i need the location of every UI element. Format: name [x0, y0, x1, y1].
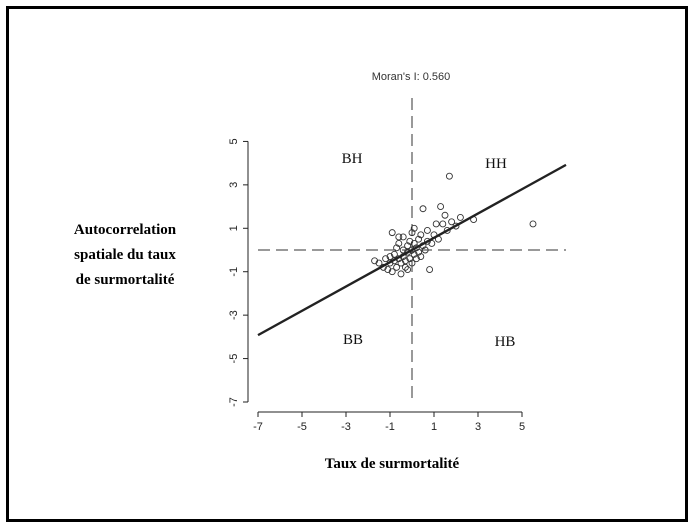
y-tick-label: -3	[228, 310, 240, 320]
data-point	[388, 229, 396, 237]
data-point	[399, 233, 407, 241]
axes: -7 -5 -3 -1 1 3 5 -7 -5 -3 -1 1 3 5	[228, 138, 525, 433]
data-point	[406, 237, 414, 245]
data-point	[423, 237, 431, 245]
data-point	[375, 259, 383, 267]
data-point	[529, 220, 537, 228]
quadrant-bh: BH	[342, 151, 363, 167]
data-point	[393, 263, 401, 271]
data-point	[406, 255, 414, 263]
data-point	[386, 253, 394, 260]
y-tick-label: -7	[228, 397, 240, 407]
x-tick-label: -7	[253, 421, 263, 433]
x-tick-label: -3	[341, 421, 351, 433]
data-points	[371, 172, 537, 278]
x-tick-label: 3	[475, 421, 481, 433]
x-tick-label: 1	[431, 421, 437, 433]
data-point	[395, 240, 403, 247]
data-point	[371, 257, 379, 265]
quadrant-hh: HH	[485, 156, 507, 172]
data-point	[439, 220, 447, 228]
x-tick-label: 5	[519, 421, 525, 433]
data-point	[404, 242, 412, 250]
data-point	[395, 233, 403, 241]
data-point	[445, 172, 453, 180]
data-point	[382, 255, 390, 263]
y-tick-label: -1	[228, 267, 240, 277]
data-point	[448, 218, 456, 226]
data-point	[399, 246, 407, 254]
y-tick-label: -5	[228, 354, 240, 364]
y-tick-label: 1	[228, 225, 240, 231]
data-point	[410, 240, 418, 247]
data-point	[401, 263, 409, 271]
quadrant-bb: BB	[343, 332, 363, 348]
data-point	[419, 205, 427, 213]
data-point	[441, 211, 449, 219]
data-point	[408, 229, 416, 237]
figure-frame	[6, 6, 688, 522]
y-tick-label: 3	[228, 182, 240, 188]
data-point	[443, 227, 451, 234]
regression-line	[257, 163, 567, 337]
y-axis-label-line-3: de surmortalité	[76, 272, 175, 288]
data-point	[421, 246, 429, 254]
data-point	[417, 231, 425, 239]
data-point	[412, 244, 420, 252]
chart-title: Moran's I: 0.560	[372, 71, 451, 83]
quadrant-hb: HB	[495, 334, 516, 350]
data-point	[397, 270, 405, 278]
data-point	[426, 266, 434, 273]
data-point	[404, 248, 412, 256]
data-point	[390, 250, 398, 258]
x-axis-label: Taux de surmortalité	[325, 456, 460, 472]
y-axis-label-line-1: Autocorrelation	[74, 222, 177, 238]
x-tick-label: -1	[385, 421, 395, 433]
data-point	[432, 220, 440, 228]
data-point	[388, 268, 396, 276]
data-point	[412, 255, 420, 263]
data-point	[415, 235, 423, 243]
data-point	[384, 266, 392, 273]
data-point	[408, 246, 416, 254]
x-tick-label: -5	[297, 421, 307, 433]
data-point	[423, 227, 431, 234]
data-point	[393, 244, 401, 252]
data-point	[417, 253, 425, 260]
data-point	[401, 257, 409, 265]
data-point	[410, 224, 418, 232]
data-point	[397, 259, 405, 267]
regression-line-group	[257, 163, 567, 337]
data-point	[410, 250, 418, 258]
data-point	[415, 248, 423, 256]
data-point	[404, 266, 412, 273]
data-point	[456, 213, 464, 221]
data-point	[408, 259, 416, 267]
data-point	[437, 203, 445, 211]
y-axis-label-line-2: spatiale du taux	[74, 247, 176, 263]
y-tick-label: 5	[228, 138, 240, 144]
data-point	[428, 240, 436, 247]
